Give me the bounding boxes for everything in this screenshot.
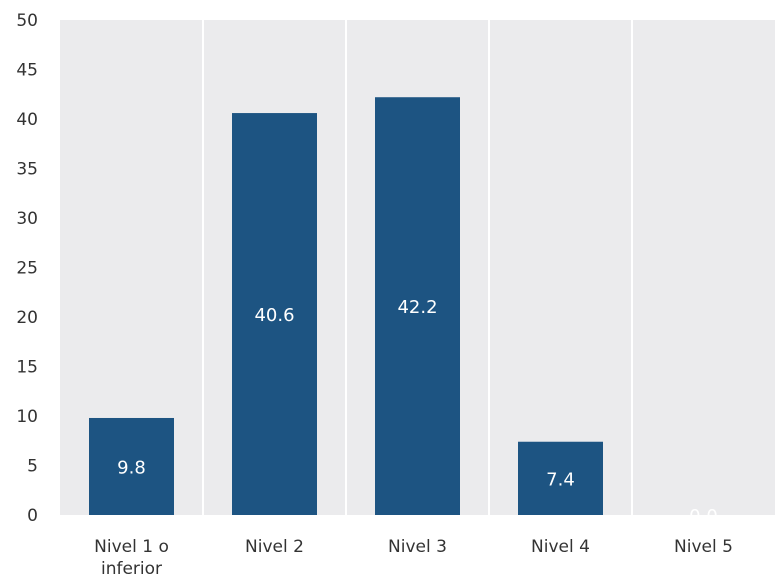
y-tick-label: 35 <box>16 160 38 180</box>
bar <box>518 441 603 515</box>
y-tick-label: 45 <box>16 61 38 81</box>
data-label: 7.4 <box>546 469 575 490</box>
y-tick-label: 10 <box>16 407 38 427</box>
data-label: 9.8 <box>117 457 146 478</box>
data-label: 42.2 <box>397 297 437 318</box>
x-tick-label: Nivel 1 o inferior <box>94 537 169 577</box>
y-tick-label: 30 <box>16 209 38 229</box>
y-tick-label: 50 <box>16 11 38 31</box>
bars <box>89 97 603 515</box>
category-separators <box>202 20 633 515</box>
x-tick-label: Nivel 4 <box>531 537 590 557</box>
y-tick-label: 20 <box>16 308 38 328</box>
y-tick-label: 5 <box>27 457 38 477</box>
y-tick-label: 25 <box>16 259 38 279</box>
y-axis: 0 5 10 15 20 25 30 35 40 45 50 <box>16 11 38 526</box>
y-tick-label: 40 <box>16 110 38 130</box>
data-label: 0.0 <box>689 506 718 527</box>
bar <box>232 113 317 515</box>
x-tick-label: Nivel 2 <box>245 537 304 557</box>
bar <box>375 97 460 515</box>
x-tick-label: Nivel 5 <box>674 537 733 557</box>
data-label: 40.6 <box>254 305 294 326</box>
y-tick-label: 0 <box>27 506 38 526</box>
x-axis: Nivel 1 o inferior Nivel 2 Nivel 3 Nivel 4 Ni… <box>94 537 733 577</box>
y-tick-label: 15 <box>16 358 38 378</box>
bar <box>89 417 174 515</box>
data-labels: 9.8 40.6 42.2 7.4 0.0 <box>117 297 718 527</box>
x-tick-label: Nivel 3 <box>388 537 447 557</box>
